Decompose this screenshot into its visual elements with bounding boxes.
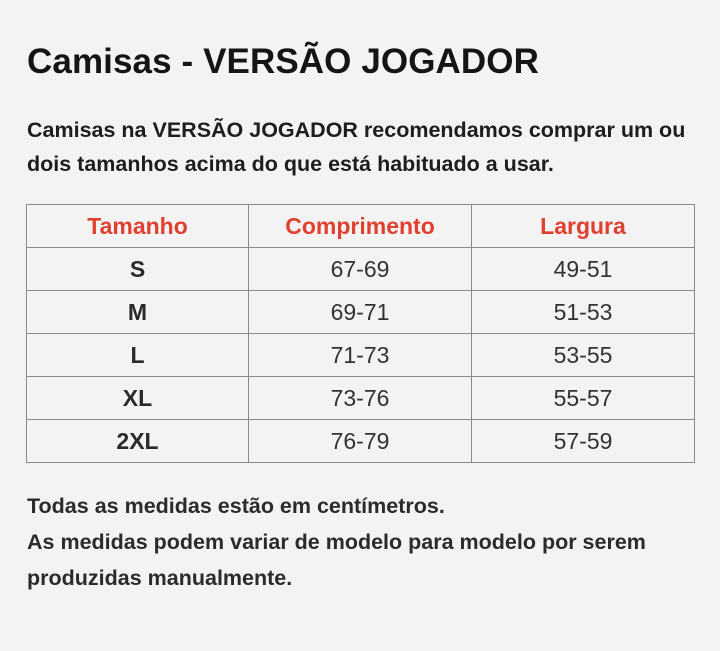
size-cell: M xyxy=(26,290,249,334)
length-cell: 71-73 xyxy=(248,333,472,377)
size-cell: L xyxy=(26,333,249,377)
intro-text: Camisas na VERSÃO JOGADOR recomendamos c… xyxy=(27,118,686,176)
table-row: M 69-71 51-53 xyxy=(26,290,695,334)
footer-line-units: Todas as medidas estão em centímetros. xyxy=(27,494,445,518)
footer-line-variation: As medidas podem variar de modelo para m… xyxy=(27,530,646,590)
header-largura: Largura xyxy=(471,204,695,248)
width-cell: 49-51 xyxy=(471,247,695,291)
table-row: L 71-73 53-55 xyxy=(26,333,695,377)
table-row: 2XL 76-79 57-59 xyxy=(26,419,695,463)
length-cell: 76-79 xyxy=(248,419,472,463)
width-cell: 57-59 xyxy=(471,419,695,463)
table-header-row: Tamanho Comprimento Largura xyxy=(26,204,695,248)
table-row: S 67-69 49-51 xyxy=(26,247,695,291)
size-cell: XL xyxy=(26,376,249,420)
size-cell: 2XL xyxy=(26,419,249,463)
size-table: Tamanho Comprimento Largura S 67-69 49-5… xyxy=(26,204,695,463)
width-cell: 51-53 xyxy=(471,290,695,334)
footer-note: Todas as medidas estão em centímetros. A… xyxy=(27,488,697,596)
table-row: XL 73-76 55-57 xyxy=(26,376,695,420)
width-cell: 55-57 xyxy=(471,376,695,420)
length-cell: 67-69 xyxy=(248,247,472,291)
page-title: Camisas - VERSÃO JOGADOR xyxy=(27,42,539,81)
header-tamanho: Tamanho xyxy=(26,204,249,248)
width-cell: 53-55 xyxy=(471,333,695,377)
header-comprimento: Comprimento xyxy=(248,204,472,248)
size-cell: S xyxy=(26,247,249,291)
length-cell: 69-71 xyxy=(248,290,472,334)
length-cell: 73-76 xyxy=(248,376,472,420)
